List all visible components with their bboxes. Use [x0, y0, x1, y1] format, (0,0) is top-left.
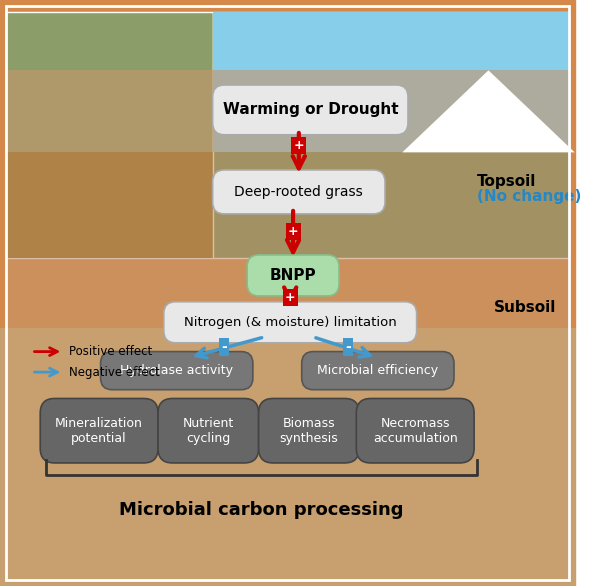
Text: Biomass
synthesis: Biomass synthesis	[280, 417, 338, 445]
Text: Negative effect: Negative effect	[69, 366, 160, 379]
FancyBboxPatch shape	[164, 302, 416, 343]
Text: Warming or Drought: Warming or Drought	[223, 103, 398, 117]
Text: Positive effect: Positive effect	[69, 345, 152, 358]
Text: Nitrogen (& moisture) limitation: Nitrogen (& moisture) limitation	[184, 316, 397, 329]
Text: Hydrolase activity: Hydrolase activity	[120, 364, 233, 377]
Bar	[6, 70, 569, 328]
FancyBboxPatch shape	[40, 398, 158, 463]
Text: Deep-rooted grass: Deep-rooted grass	[235, 185, 363, 199]
FancyBboxPatch shape	[259, 398, 359, 463]
Text: -: -	[345, 340, 350, 354]
Bar	[212, 12, 569, 258]
FancyBboxPatch shape	[158, 398, 259, 463]
FancyBboxPatch shape	[101, 352, 253, 390]
Text: -: -	[221, 340, 227, 354]
FancyBboxPatch shape	[356, 398, 474, 463]
Polygon shape	[402, 70, 575, 152]
Text: +: +	[288, 225, 298, 238]
Text: Nutrient
cycling: Nutrient cycling	[182, 417, 234, 445]
FancyBboxPatch shape	[302, 352, 454, 390]
Text: Microbial carbon processing: Microbial carbon processing	[119, 501, 404, 519]
Text: Mineralization
potential: Mineralization potential	[55, 417, 143, 445]
Bar	[212, 12, 569, 152]
Text: Necromass
accumulation: Necromass accumulation	[373, 417, 458, 445]
Text: Topsoil: Topsoil	[477, 174, 536, 189]
Bar	[0, 0, 575, 328]
Bar	[0, 328, 575, 586]
Text: Subsoil: Subsoil	[494, 300, 557, 315]
Text: BNPP: BNPP	[270, 268, 316, 283]
Bar	[6, 152, 212, 258]
Text: +: +	[293, 139, 304, 152]
Text: +: +	[285, 291, 296, 304]
Bar	[6, 12, 212, 258]
FancyBboxPatch shape	[212, 170, 385, 214]
FancyBboxPatch shape	[212, 85, 408, 135]
Text: Microbial efficiency: Microbial efficiency	[317, 364, 439, 377]
FancyBboxPatch shape	[247, 255, 339, 296]
Text: (No change): (No change)	[477, 189, 581, 204]
